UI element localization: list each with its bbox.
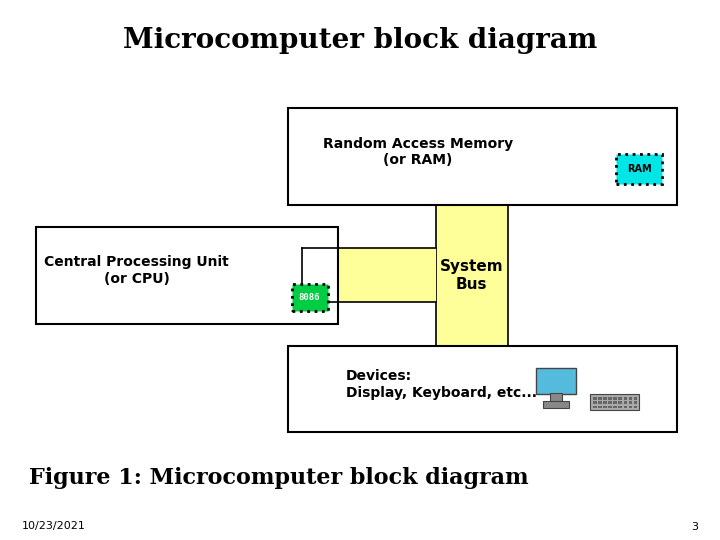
Bar <box>624 397 627 400</box>
Text: 3: 3 <box>691 522 698 531</box>
Bar <box>536 368 576 394</box>
Bar <box>36 227 338 324</box>
Bar <box>593 406 597 408</box>
Bar <box>288 346 677 432</box>
Bar <box>436 108 508 432</box>
Text: Random Access Memory
(or RAM): Random Access Memory (or RAM) <box>323 137 513 167</box>
Bar <box>593 401 597 404</box>
Text: 8086: 8086 <box>299 293 320 301</box>
Bar <box>634 401 637 404</box>
Bar <box>616 154 662 184</box>
Bar <box>550 393 562 403</box>
Bar <box>624 406 627 408</box>
Bar <box>613 406 617 408</box>
Bar <box>598 401 602 404</box>
Bar <box>598 397 602 400</box>
Bar <box>608 397 612 400</box>
Bar <box>624 401 627 404</box>
Bar <box>634 406 637 408</box>
Text: RAM: RAM <box>626 164 652 174</box>
Bar <box>603 406 607 408</box>
Bar <box>618 401 622 404</box>
Bar <box>590 394 639 410</box>
Bar <box>629 397 632 400</box>
Text: System
Bus: System Bus <box>440 259 503 292</box>
Bar <box>302 248 436 302</box>
Text: Devices:
Display, Keyboard, etc...: Devices: Display, Keyboard, etc... <box>346 369 536 400</box>
Bar <box>618 406 622 408</box>
Bar <box>543 401 569 408</box>
Bar <box>613 401 617 404</box>
Bar <box>634 397 637 400</box>
Bar <box>608 406 612 408</box>
Bar <box>593 397 597 400</box>
Bar <box>608 401 612 404</box>
Bar <box>292 284 328 310</box>
Bar <box>629 401 632 404</box>
Text: Central Processing Unit
(or CPU): Central Processing Unit (or CPU) <box>45 255 229 286</box>
Text: Figure 1: Microcomputer block diagram: Figure 1: Microcomputer block diagram <box>29 467 528 489</box>
Text: Microcomputer block diagram: Microcomputer block diagram <box>123 27 597 54</box>
Bar <box>603 397 607 400</box>
Bar <box>629 406 632 408</box>
Bar <box>603 401 607 404</box>
Bar <box>618 397 622 400</box>
Text: 10/23/2021: 10/23/2021 <box>22 522 86 531</box>
Bar <box>288 108 677 205</box>
Bar <box>598 406 602 408</box>
Bar <box>613 397 617 400</box>
